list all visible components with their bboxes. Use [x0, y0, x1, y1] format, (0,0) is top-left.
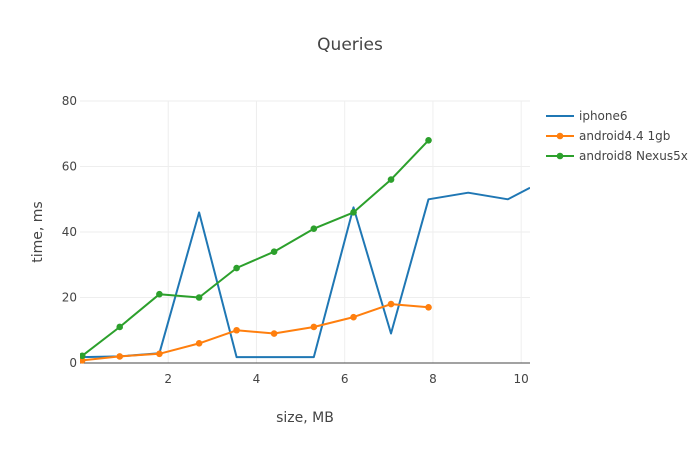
data-point-android4-4-1gb	[195, 340, 203, 347]
x-axis-title: size, MB	[276, 410, 334, 426]
legend[interactable]: iphone6 android4.4 1gb android8 Nexus5x	[546, 109, 688, 163]
chart-title: Queries	[317, 35, 383, 55]
y-axis-title: time, ms	[30, 201, 46, 262]
data-point-android8-nexus5x	[116, 323, 124, 331]
series-android8-nexus5x	[80, 137, 432, 360]
data-point-android4-4-1gb	[116, 353, 124, 360]
data-point-android8-nexus5x	[195, 294, 203, 301]
y-tick-label: 20	[62, 291, 77, 305]
data-point-android8-nexus5x	[387, 176, 395, 183]
grid	[80, 100, 530, 363]
axes: 0 20 40 60 80 2 4 6 8 10	[62, 94, 530, 386]
x-tick-label: 10	[514, 372, 529, 386]
series-line-android4-4-1gb	[82, 303, 429, 362]
data-point-android8-nexus5x	[80, 352, 86, 360]
data-point-android4-4-1gb	[387, 300, 395, 308]
data-point-android8-nexus5x	[350, 209, 357, 216]
legend-swatch-marker	[556, 152, 564, 160]
data-point-android4-4-1gb	[310, 323, 318, 331]
legend-item-iphone6[interactable]: iphone6	[546, 109, 628, 123]
data-point-android8-nexus5x	[156, 290, 163, 298]
legend-label: android8 Nexus5x	[579, 149, 688, 163]
series-android4-4-1gb	[80, 300, 432, 364]
data-point-android4-4-1gb	[156, 350, 163, 358]
series-iphone6	[82, 186, 530, 359]
data-point-android4-4-1gb	[425, 304, 432, 311]
data-point-android4-4-1gb	[233, 326, 240, 334]
plot-area	[80, 137, 530, 364]
x-tick-label: 4	[253, 372, 261, 386]
legend-label: android4.4 1gb	[579, 129, 670, 143]
y-tick-label: 80	[62, 94, 77, 108]
data-point-android8-nexus5x	[270, 248, 278, 255]
legend-item-android4-4-1gb[interactable]: android4.4 1gb	[546, 129, 670, 143]
y-tick-label: 0	[69, 356, 77, 370]
legend-label: iphone6	[579, 109, 628, 123]
data-point-android8-nexus5x	[310, 225, 318, 233]
series-line-android8-nexus5x	[81, 139, 430, 357]
x-tick-label: 8	[429, 372, 437, 386]
series-line-iphone6	[82, 186, 530, 359]
data-point-android8-nexus5x	[233, 264, 240, 272]
data-point-android4-4-1gb	[270, 330, 278, 337]
y-tick-label: 40	[62, 225, 77, 239]
x-tick-label: 6	[341, 372, 349, 386]
data-point-android4-4-1gb	[350, 313, 357, 321]
data-point-android8-nexus5x	[425, 137, 432, 144]
legend-item-android8-nexus5x[interactable]: android8 Nexus5x	[546, 149, 688, 163]
legend-swatch-marker	[556, 132, 564, 140]
y-tick-label: 60	[62, 160, 77, 174]
x-tick-label: 2	[164, 372, 172, 386]
